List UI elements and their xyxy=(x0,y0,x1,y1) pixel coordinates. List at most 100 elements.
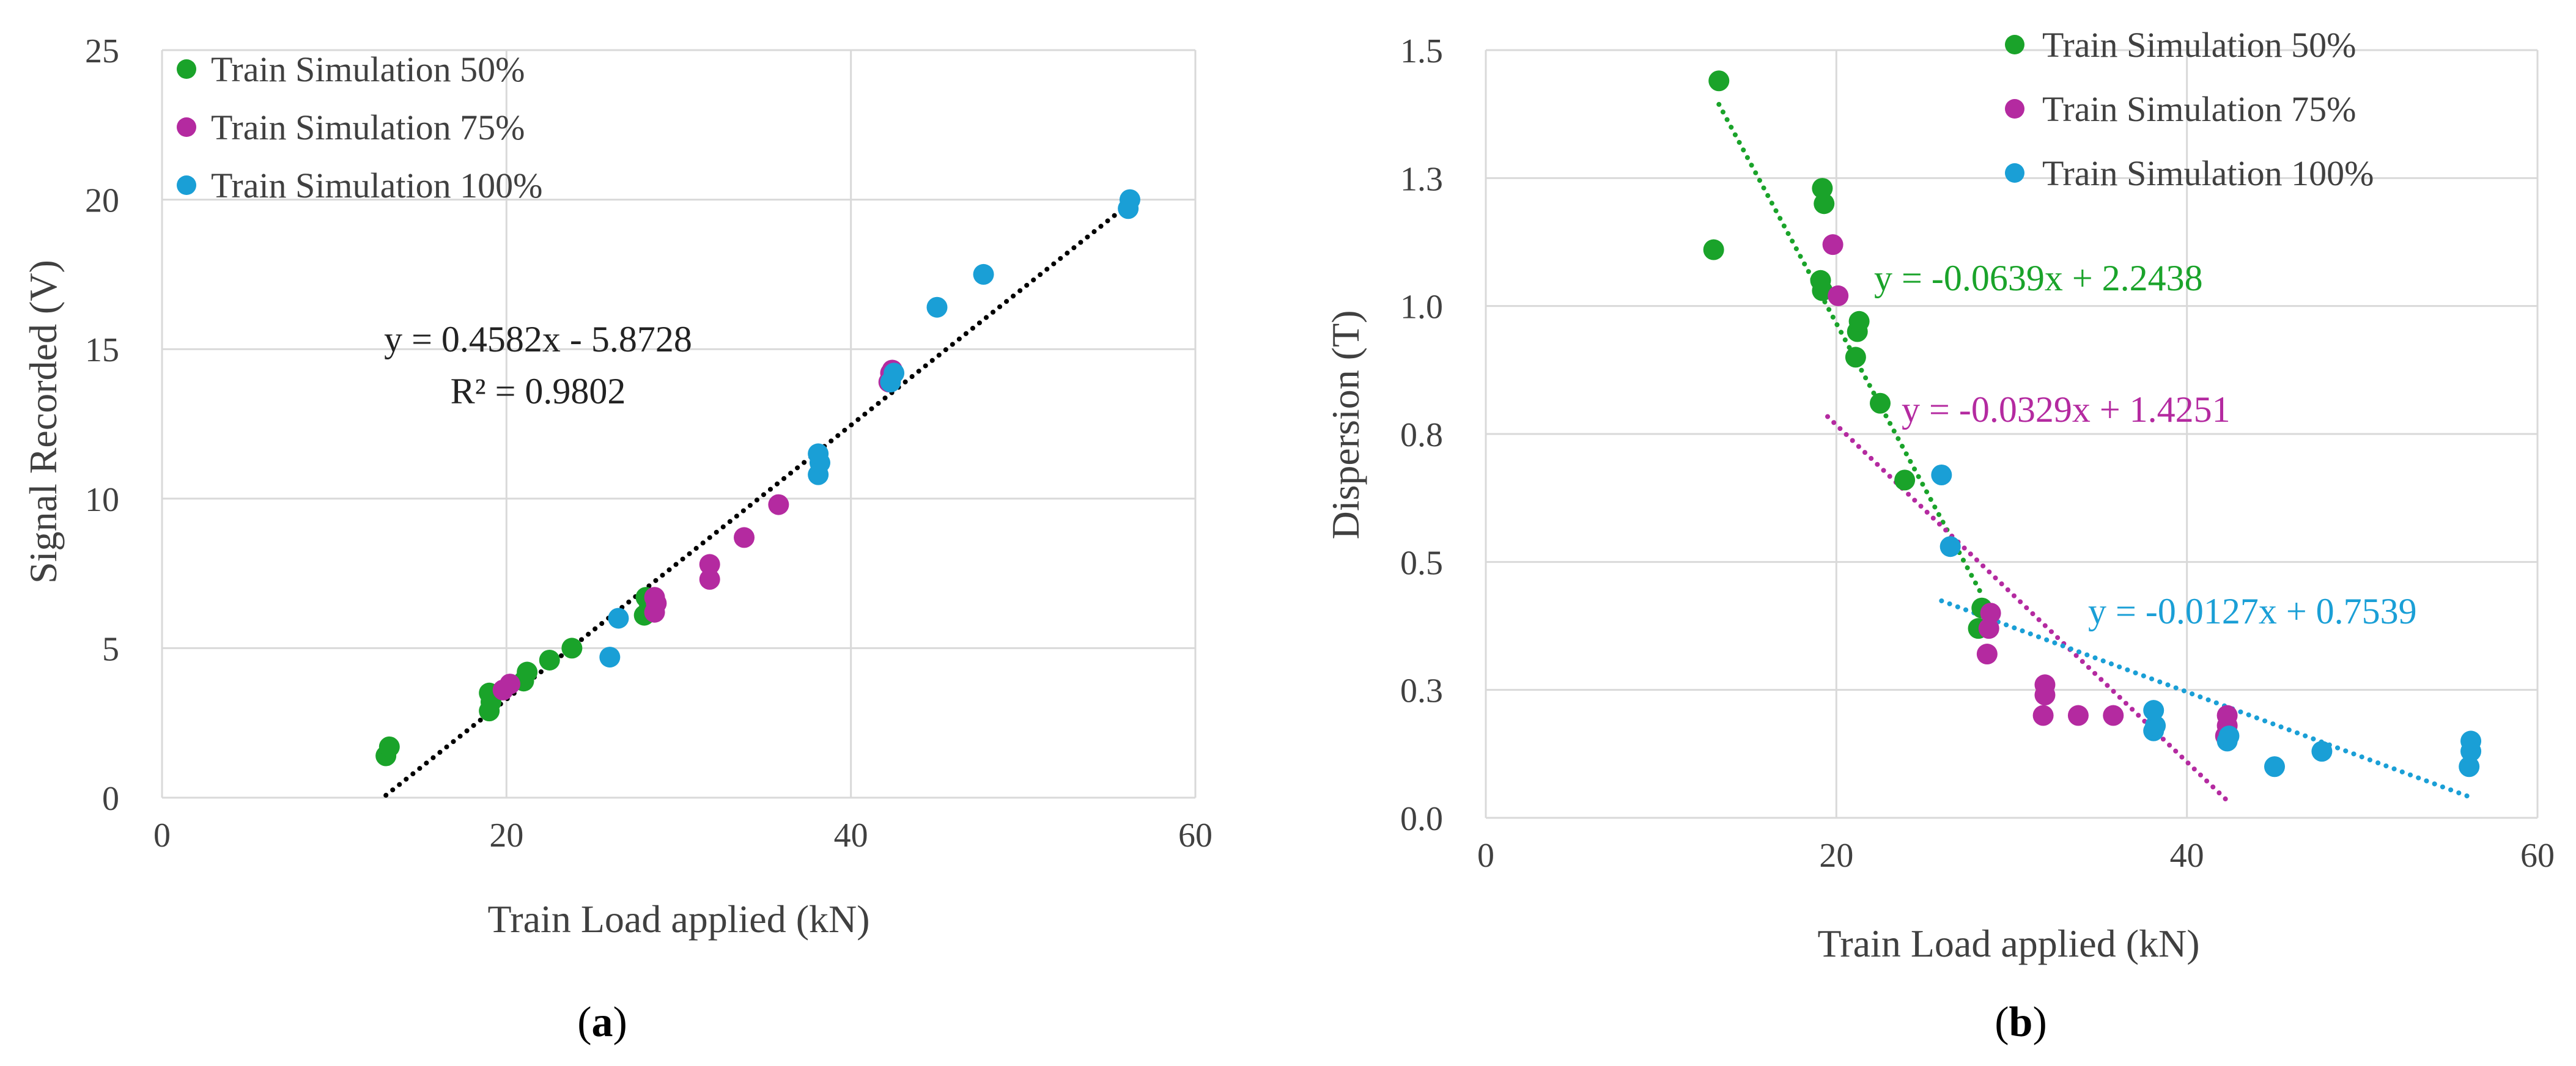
point-100-a-4 xyxy=(808,443,829,465)
point-75-a-5 xyxy=(699,568,720,590)
x-tick-label-b: 60 xyxy=(2520,837,2555,875)
x-tick-label-a: 0 xyxy=(153,817,171,855)
x-tick-label-b: 40 xyxy=(2170,837,2204,875)
point-100-a-6 xyxy=(884,362,905,384)
legend-label-75-a: Train Simulation 75% xyxy=(211,108,525,147)
point-100-b-11 xyxy=(2460,730,2482,752)
x-tick-label-a: 20 xyxy=(489,817,523,855)
point-75-b-9 xyxy=(2103,705,2124,726)
trendline-a-0 xyxy=(383,203,1129,798)
point-75-a-4 xyxy=(644,587,665,608)
x-tick-label-a: 60 xyxy=(1178,817,1212,855)
equation-a: y = 0.4582x - 5.8728 xyxy=(384,319,692,359)
legend-marker-75-b xyxy=(2005,99,2024,119)
r-squared-a: R² = 0.9802 xyxy=(451,371,626,411)
point-75-a-1 xyxy=(499,674,520,695)
point-50-b-9 xyxy=(1870,392,1891,414)
y-tick-label-a: 0 xyxy=(102,780,119,818)
point-50-b-3 xyxy=(1810,270,1831,291)
legend-marker-75-a xyxy=(177,117,196,137)
y-tick-label-b: 0.3 xyxy=(1400,672,1443,710)
point-100-b-6 xyxy=(2218,726,2240,747)
point-75-b-7 xyxy=(2034,674,2056,696)
equation-100-b: y = -0.0127x + 0.7539 xyxy=(2088,591,2417,631)
panel-letter-a: a xyxy=(592,999,613,1046)
point-75-b-5 xyxy=(2032,705,2054,726)
point-100-a-7 xyxy=(926,296,948,318)
point-100-a-10 xyxy=(1119,189,1140,210)
point-50-b-0 xyxy=(1703,239,1724,260)
x-axis-title-a: Train Load applied (kN) xyxy=(487,897,869,941)
y-tick-label-b: 1.5 xyxy=(1400,32,1443,70)
y-tick-label-b: 0.5 xyxy=(1400,544,1443,582)
legend-marker-50-b xyxy=(2005,35,2024,54)
equation-75-b: y = -0.0329x + 1.4251 xyxy=(1902,389,2231,430)
point-100-a-8 xyxy=(973,263,994,285)
point-50-b-5 xyxy=(1812,178,1833,199)
point-75-a-7 xyxy=(734,527,755,548)
panel-label-b: (b) xyxy=(1995,999,2047,1046)
point-75-b-2 xyxy=(1976,644,1998,665)
legend-marker-50-a xyxy=(177,59,196,79)
points-a xyxy=(375,189,1140,766)
point-100-b-8 xyxy=(2311,741,2333,762)
point-50-b-4 xyxy=(1814,193,1835,215)
ticks-a: 0 20 40 60 0 5 10 15 20 25 xyxy=(85,32,1212,855)
y-tick-label-a: 25 xyxy=(85,32,119,70)
point-100-b-1 xyxy=(1939,536,1961,557)
point-75-b-3 xyxy=(1978,618,1999,639)
x-tick-label-a: 40 xyxy=(834,817,868,855)
point-75-b-8 xyxy=(2067,705,2089,726)
x-tick-label-b: 20 xyxy=(1819,837,1853,875)
grid-b xyxy=(1485,49,2539,819)
panel-label-a: (a) xyxy=(577,999,627,1046)
y-tick-label-a: 10 xyxy=(85,481,119,519)
point-75-a-6 xyxy=(699,554,720,575)
y-axis-title-b: Dispersion (T) xyxy=(1324,310,1367,539)
point-100-a-0 xyxy=(599,647,621,668)
trendlines-a xyxy=(383,203,1129,798)
y-tick-label-b: 0.0 xyxy=(1400,800,1443,838)
point-50-a-7 xyxy=(539,649,560,671)
y-axis-title-a: Signal Recorded (V) xyxy=(21,260,65,584)
point-100-b-0 xyxy=(1931,464,1952,485)
chart-panel-b: 0 20 40 60 0.0 0.3 0.5 0.8 1.0 1.3 1.5 Train Load … xyxy=(1324,25,2555,1046)
ticks-b: 0 20 40 60 0.0 0.3 0.5 0.8 1.0 1.3 1.5 xyxy=(1400,32,2555,875)
point-50-a-1 xyxy=(378,736,400,757)
legend-label-100-b: Train Simulation 100% xyxy=(2042,153,2374,193)
point-100-a-1 xyxy=(608,608,629,629)
y-tick-label-a: 15 xyxy=(85,331,119,369)
point-50-a-8 xyxy=(561,638,583,659)
y-tick-label-a: 20 xyxy=(85,182,119,220)
point-75-b-0 xyxy=(1822,234,1843,255)
panel-letter-b: b xyxy=(2009,999,2033,1046)
point-50-b-6 xyxy=(1845,347,1866,368)
point-100-b-7 xyxy=(2264,756,2285,777)
y-tick-label-b: 1.0 xyxy=(1400,289,1443,326)
y-tick-label-b: 1.3 xyxy=(1400,160,1443,198)
point-75-b-4 xyxy=(1980,603,2001,624)
point-100-b-3 xyxy=(2145,715,2166,737)
legend-label-50-b: Train Simulation 50% xyxy=(2042,25,2356,65)
point-50-b-8 xyxy=(1848,311,1870,332)
point-75-b-12 xyxy=(2216,705,2238,726)
point-75-b-1 xyxy=(1828,285,1849,306)
legend-a: Train Simulation 50% Train Simulation 75… xyxy=(177,50,542,205)
legend-label-100-a: Train Simulation 100% xyxy=(211,166,542,205)
x-axis-title-b: Train Load applied (kN) xyxy=(1817,922,2199,965)
point-100-b-4 xyxy=(2143,700,2165,721)
equation-50-b: y = -0.0639x + 2.2438 xyxy=(1874,258,2203,298)
chart-panel-a: 0 20 40 60 0 5 10 15 20 25 Train Load applied (kN… xyxy=(21,32,1212,1046)
grid-a xyxy=(161,49,1197,799)
trendline-b-2 xyxy=(1939,598,2474,800)
y-tick-label-a: 5 xyxy=(102,630,119,668)
legend-label-50-a: Train Simulation 50% xyxy=(211,50,525,89)
point-75-a-8 xyxy=(768,494,789,515)
legend-b: Train Simulation 50% Train Simulation 75… xyxy=(2005,25,2374,193)
legend-marker-100-a xyxy=(177,175,196,195)
x-tick-label-b: 0 xyxy=(1477,837,1494,875)
point-50-b-10 xyxy=(1894,469,1916,491)
point-50-a-6 xyxy=(517,661,538,683)
legend-label-75-b: Train Simulation 75% xyxy=(2042,89,2356,129)
